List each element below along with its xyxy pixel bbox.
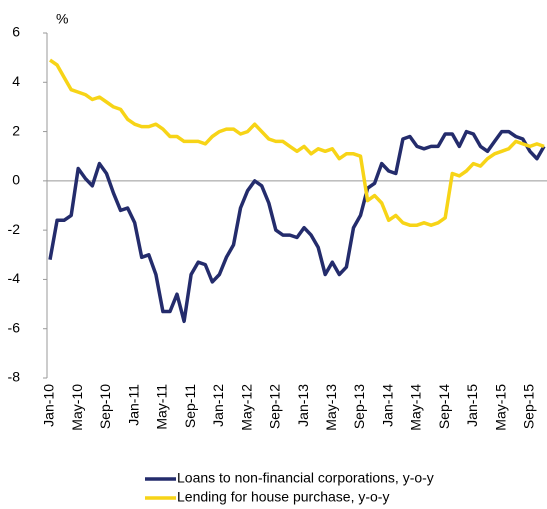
y-tick-label: 6 — [12, 24, 20, 40]
x-tick-label: May-12 — [238, 384, 254, 431]
x-tick-label: Jan-12 — [210, 384, 226, 427]
y-tick-label: -4 — [8, 270, 21, 286]
x-tick-label: Jan-14 — [379, 384, 395, 427]
x-tick-label: Jan-10 — [41, 384, 57, 427]
y-tick-label: 2 — [12, 122, 20, 138]
y-tick-label: 4 — [12, 73, 20, 89]
x-tick-label: Sep-15 — [521, 384, 537, 429]
y-tick-label: -6 — [8, 319, 21, 335]
x-tick-label: May-11 — [154, 384, 170, 430]
x-tick-label: Sep-10 — [97, 384, 113, 429]
y-tick-label: -2 — [8, 221, 21, 237]
y-unit: % — [56, 11, 68, 27]
x-tick-label: Jan-13 — [295, 384, 311, 427]
x-tick-label: Sep-11 — [182, 384, 198, 428]
series-line — [48, 129, 546, 324]
x-tick-label: Sep-14 — [436, 384, 452, 429]
y-tick-label: -8 — [8, 369, 21, 385]
legend-label: Loans to non-financial corporations, y-o… — [177, 470, 434, 486]
y-tick-label: 0 — [12, 172, 20, 188]
x-tick-label: Sep-13 — [351, 384, 367, 429]
x-tick-label: Sep-12 — [267, 384, 283, 429]
x-tick-label: May-15 — [492, 384, 508, 431]
x-tick-label: Jan-11 — [125, 384, 141, 426]
x-tick-label: May-10 — [69, 384, 85, 431]
x-tick-label: May-14 — [408, 384, 424, 431]
x-tick-label: May-13 — [323, 384, 339, 431]
x-tick-label: Jan-15 — [464, 384, 480, 427]
series-line — [49, 58, 545, 227]
legend-label: Lending for house purchase, y-o-y — [177, 489, 389, 505]
